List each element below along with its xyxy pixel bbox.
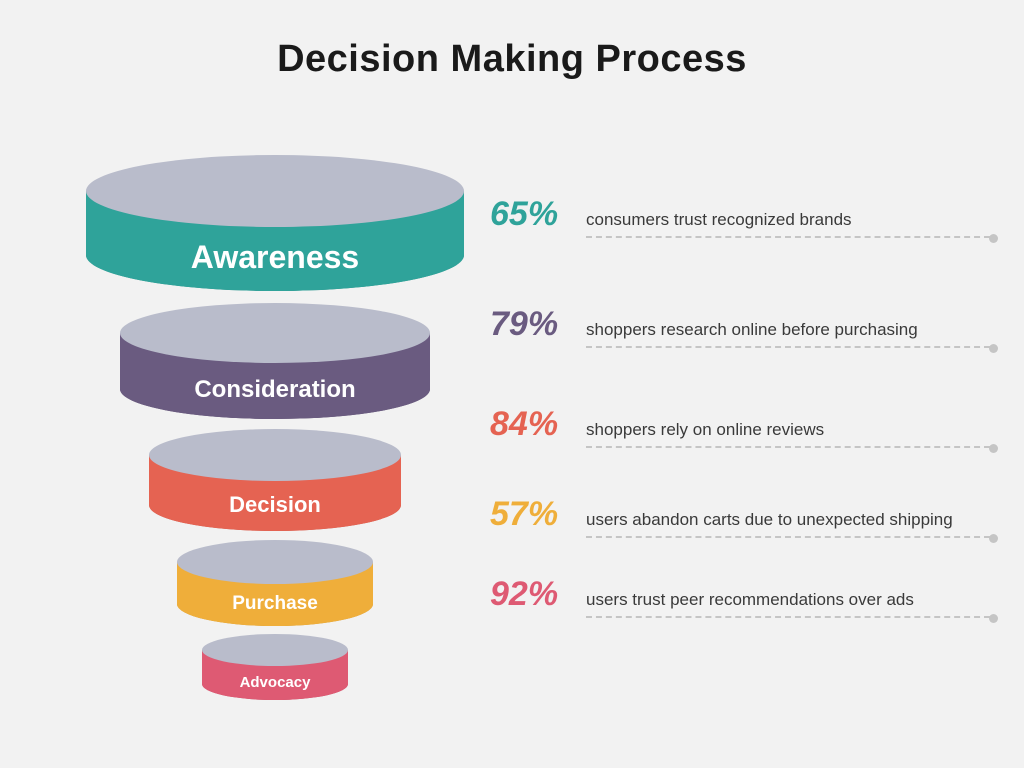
funnel-stage-label: Awareness [86,239,464,276]
funnel-stage-label: Advocacy [202,674,348,691]
page-title: Decision Making Process [0,0,1024,81]
funnel-stage-awareness: Awareness [86,155,464,291]
stat-percentage: 65% [490,195,580,234]
dash-end-dot [989,234,998,243]
dash-end-dot [989,344,998,353]
funnel-stage-label: Purchase [177,593,373,615]
dash-end-dot [989,534,998,543]
funnel-stage-consideration: Consideration [120,303,430,419]
funnel-stage-advocacy: Advocacy [202,634,348,700]
stat-row: 79% shoppers research online before purch… [490,305,1000,344]
stat-row: 84% shoppers rely on online reviews [490,405,1000,444]
dash-end-dot [989,444,998,453]
stat-description: shoppers research online before purchasi… [586,320,1000,340]
stat-percentage: 79% [490,305,580,344]
stat-percentage: 84% [490,405,580,444]
stat-description: consumers trust recognized brands [586,210,1000,230]
stat-percentage: 92% [490,575,580,614]
dash-end-dot [989,614,998,623]
funnel-stage-decision: Decision [149,429,401,531]
stat-description: shoppers rely on online reviews [586,420,1000,440]
stat-row: 65% consumers trust recognized brands [490,195,1000,234]
stat-description: users abandon carts due to unexpected sh… [586,510,1000,530]
stat-row: 57% users abandon carts due to unexpected… [490,495,1000,534]
funnel-stage-label: Decision [149,492,401,518]
funnel-stage-label: Consideration [120,376,430,404]
funnel-stage-purchase: Purchase [177,540,373,626]
stat-description: users trust peer recommendations over ad… [586,590,1000,610]
funnel: Awareness Consideration Decision Purchase Ad… [75,155,475,715]
stat-percentage: 57% [490,495,580,534]
stat-row: 92% users trust peer recommendations over… [490,575,1000,614]
